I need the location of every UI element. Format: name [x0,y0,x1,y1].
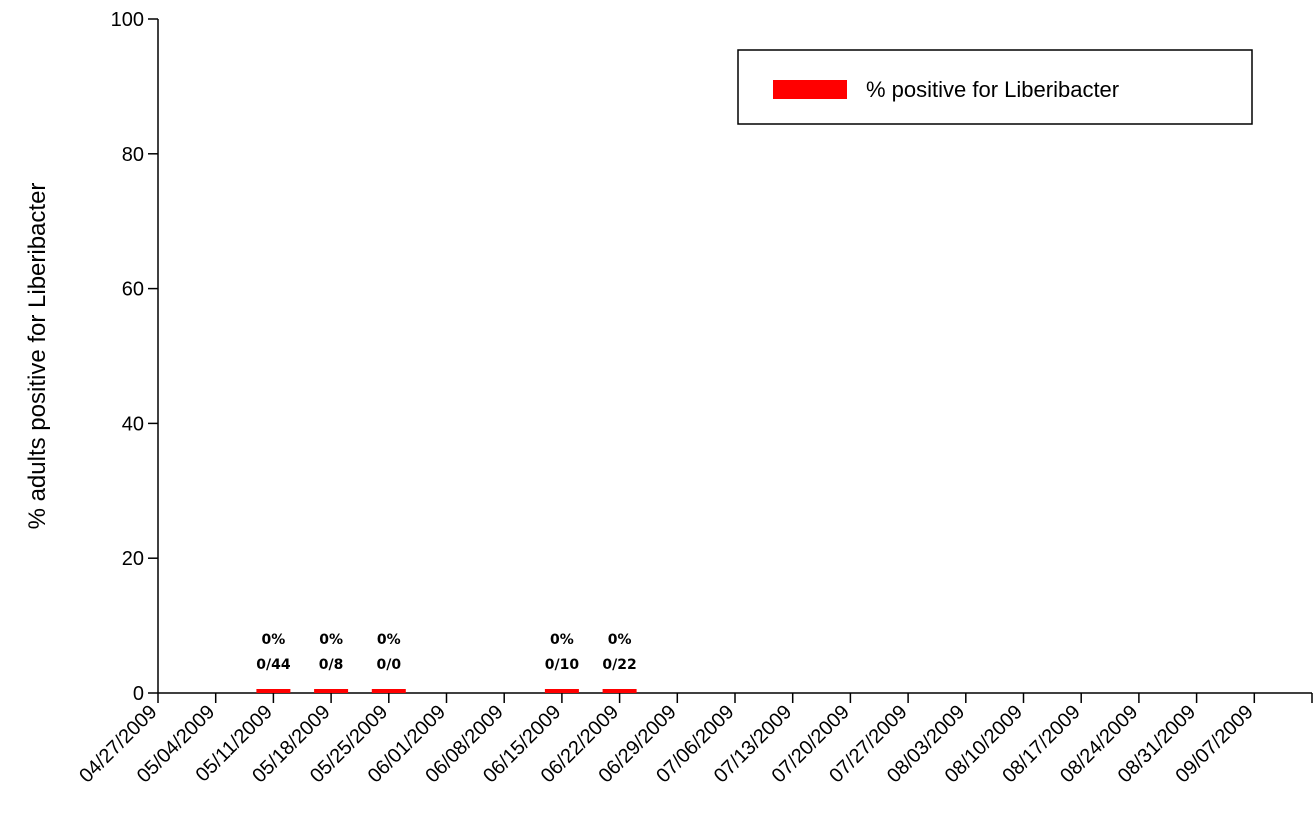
bar-percent-label: 0% [262,632,286,648]
bar [314,689,349,693]
x-axis-ticks: 04/27/200905/04/200905/11/200905/18/2009… [75,693,1313,787]
legend-swatch [773,80,847,99]
y-tick-label: 80 [122,144,144,166]
bars: 0/44 0% 0/8 0% 0/0 0% 0/10 0% 0/22 0% [256,632,637,693]
bar-count-label: 0/44 [256,657,291,673]
y-tick-label: 40 [122,413,144,435]
legend: % positive for Liberibacter [737,49,1253,125]
bar-percent-label: 0% [319,632,343,648]
y-tick-label: 20 [122,548,144,570]
bar [371,689,406,693]
bar-percent-label: 0% [377,632,401,648]
bar [256,689,291,693]
legend-label: % positive for Liberibacter [866,77,1119,102]
y-tick-label: 100 [111,9,144,31]
bar-percent-label: 0% [608,632,632,648]
y-tick-label: 0 [133,683,144,705]
y-axis-ticks: 0 20 40 60 80 100 [111,9,158,705]
bar-count-label: 0/10 [545,657,580,673]
bar-count-label: 0/22 [602,657,636,673]
y-axis-title: % adults positive for Liberibacter [24,183,51,530]
bar [544,689,579,693]
bar-count-label: 0/0 [376,657,401,673]
bar-count-label: 0/8 [319,657,344,673]
bar-percent-label: 0% [550,632,574,648]
y-tick-label: 60 [122,279,144,301]
bar [602,689,637,693]
